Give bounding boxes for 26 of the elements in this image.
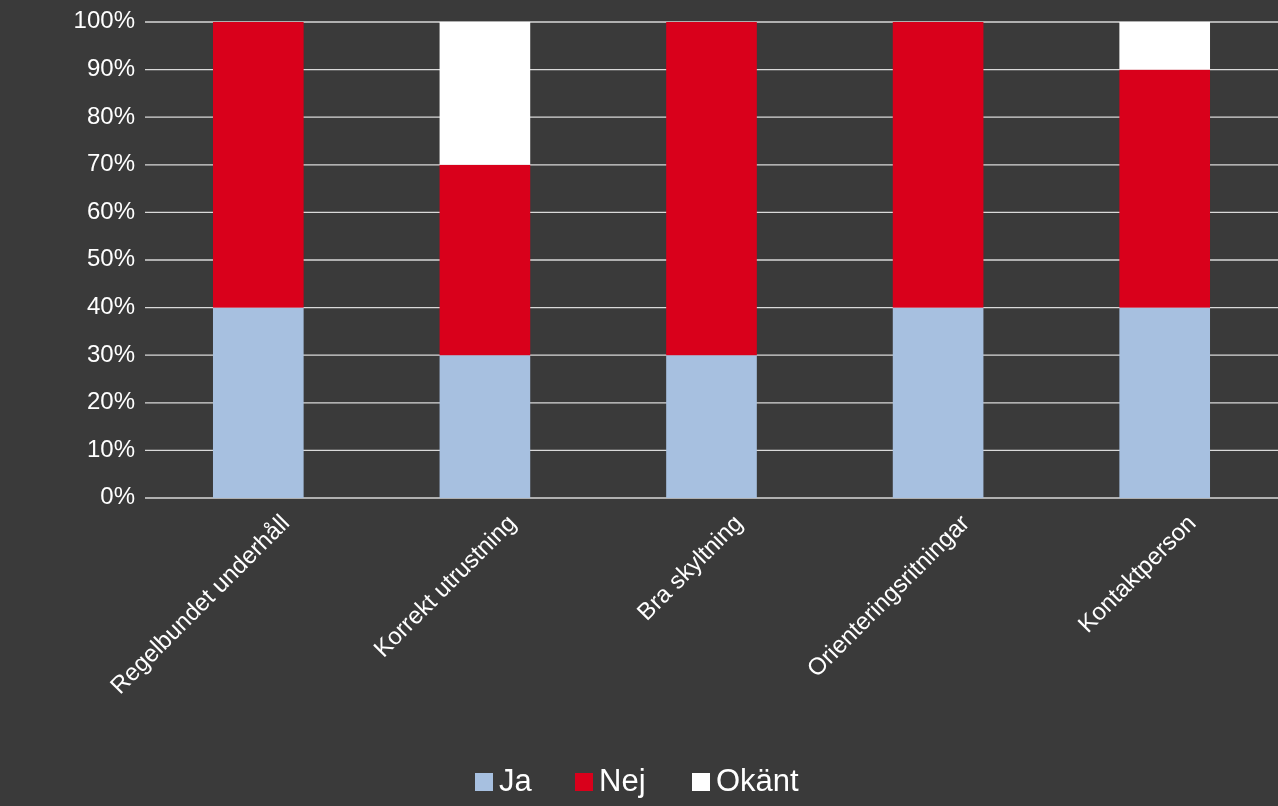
y-tick-label: 30% (86, 339, 135, 367)
y-tick-label: 90% (86, 53, 135, 81)
legend-label: Ja (499, 763, 533, 799)
bar (439, 164, 531, 356)
bar (892, 22, 984, 308)
bar (439, 22, 531, 165)
y-tick-label: 50% (86, 244, 135, 272)
legend-label: Okänt (716, 763, 800, 799)
bar (212, 22, 304, 308)
y-tick-label: 20% (86, 387, 135, 415)
y-tick-label: 80% (86, 101, 135, 129)
y-tick-label: 60% (86, 196, 135, 224)
y-tick-label: 10% (86, 434, 135, 462)
y-tick-label: 70% (86, 149, 135, 177)
y-tick-label: 100% (73, 6, 135, 34)
legend-label: Nej (599, 763, 646, 799)
bar (439, 355, 531, 498)
bar (666, 22, 757, 356)
y-tick-label: 40% (86, 291, 135, 319)
bar (1119, 22, 1211, 70)
bar (892, 307, 984, 498)
bar (1119, 69, 1211, 308)
bar (1119, 307, 1211, 498)
y-tick-label: 0% (100, 482, 135, 510)
bar (212, 307, 304, 498)
bar (666, 355, 757, 498)
